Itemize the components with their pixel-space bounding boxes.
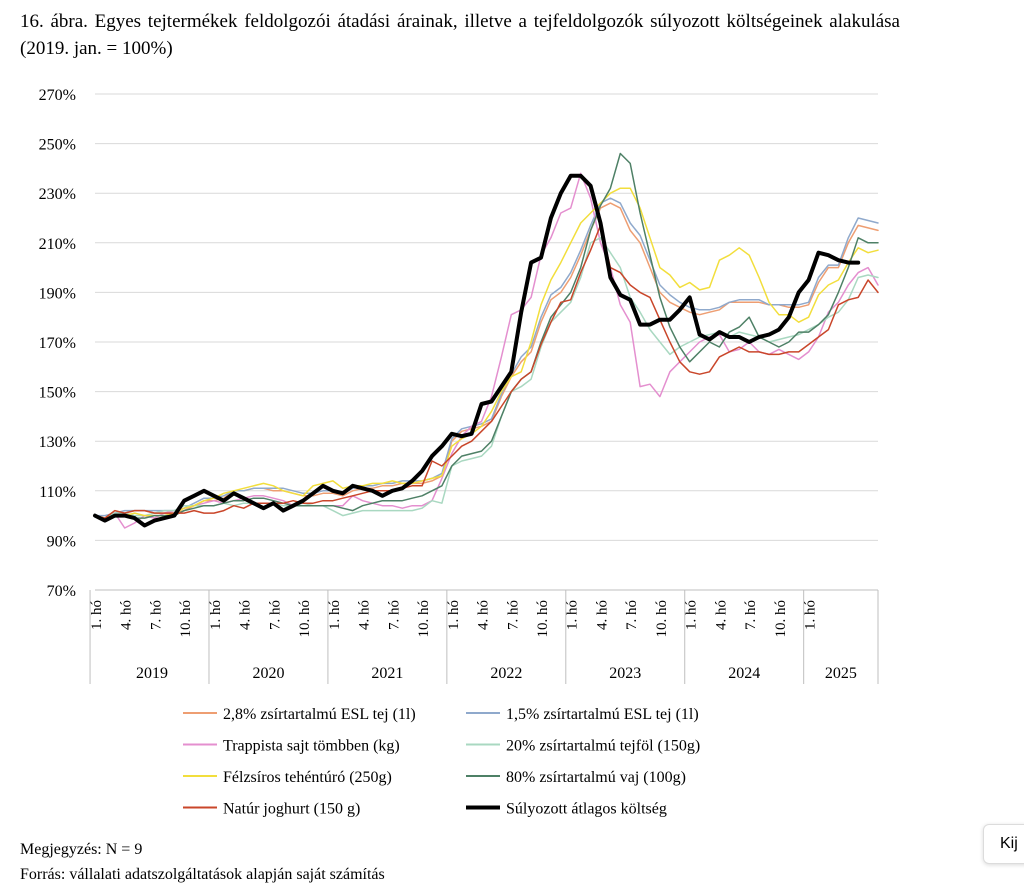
- side-action-button[interactable]: Kij: [983, 824, 1024, 864]
- series-line: [94, 152, 879, 522]
- x-tick-label: 7. hó: [386, 600, 402, 630]
- x-axis: 1. hó 4. hó 7. hó 10. hó 1. hó 4. hó 7. hó 10. …: [89, 589, 879, 684]
- x-tick-label: 10. hó: [535, 600, 551, 638]
- x-tick-label: 4. hó: [594, 600, 610, 630]
- x-tick-label: 7. hó: [624, 600, 640, 630]
- year-label: 2021: [371, 665, 403, 682]
- legend-label: 2,8% zsírtartalmú ESL tej (1l): [223, 706, 416, 723]
- y-tick-label: 210%: [39, 236, 76, 253]
- x-tick-label: 1. hó: [89, 600, 105, 630]
- series-line: [94, 237, 879, 519]
- y-tick-label: 130%: [39, 434, 76, 451]
- note-text: Megjegyzés: N = 9: [20, 841, 143, 858]
- y-tick-label: 150%: [39, 385, 76, 402]
- legend-label: 20% zsírtartalmú tejföl (150g): [506, 738, 700, 755]
- y-tick-label: 270%: [39, 87, 76, 104]
- series-line: [94, 197, 879, 517]
- y-tick-label: 250%: [39, 137, 76, 154]
- year-label: 2022: [490, 665, 522, 682]
- x-tick-label: 7. hó: [267, 600, 283, 630]
- x-tick-label: 1. hó: [565, 600, 581, 630]
- legend-label: Súlyozott átlagos költség: [506, 801, 667, 818]
- series-line: [94, 224, 879, 519]
- x-tick-label: 7. hó: [743, 600, 759, 630]
- series-lines: [93, 152, 879, 529]
- x-tick-label: 7. hó: [148, 600, 164, 630]
- legend-label: Trappista sajt tömbben (kg): [223, 738, 400, 755]
- x-tick-label: 1. hó: [684, 600, 700, 630]
- x-tick-label: 7. hó: [505, 600, 521, 630]
- x-tick-label: 10. hó: [178, 600, 194, 638]
- x-tick-label: 1. hó: [803, 600, 819, 630]
- x-tick-label: 4. hó: [476, 600, 492, 630]
- x-tick-label: 10. hó: [773, 600, 789, 638]
- legend-label: Natúr joghurt (150 g): [223, 801, 360, 818]
- y-tick-label: 190%: [39, 285, 76, 302]
- x-tick-label: 4. hó: [713, 600, 729, 630]
- y-tick-label: 170%: [39, 335, 76, 352]
- series-line: [94, 187, 879, 519]
- figure-caption: 16. ábra. Egyes tejtermékek feldolgozói …: [20, 11, 900, 59]
- series-line: [94, 202, 879, 519]
- y-tick-label: 230%: [39, 186, 76, 203]
- year-label: 2024: [728, 665, 760, 682]
- year-label: 2020: [252, 665, 284, 682]
- series-line: [94, 172, 879, 529]
- year-label: 2025: [825, 665, 857, 682]
- x-tick-label: 10. hó: [297, 600, 313, 638]
- x-tick-label: 10. hó: [654, 600, 670, 638]
- x-tick-label: 10. hó: [416, 600, 432, 638]
- legend-label: 80% zsírtartalmú vaj (100g): [506, 769, 686, 786]
- x-tick-label: 1. hó: [208, 600, 224, 630]
- source-text: Forrás: vállalati adatszolgáltatások ala…: [20, 866, 385, 883]
- year-label: 2019: [136, 665, 168, 682]
- year-label: 2023: [609, 665, 641, 682]
- y-tick-label: 110%: [39, 484, 76, 501]
- legend-label: Félzsíros tehéntúró (250g): [223, 769, 392, 786]
- series-line: [93, 173, 861, 528]
- x-tick-label: 4. hó: [357, 600, 373, 630]
- x-tick-label: 1. hó: [446, 600, 462, 630]
- legend-label: 1,5% zsírtartalmú ESL tej (1l): [506, 706, 699, 723]
- y-tick-label: 90%: [47, 533, 76, 550]
- gridlines: [95, 93, 878, 541]
- y-tick-label: 70%: [47, 583, 76, 600]
- x-tick-label: 4. hó: [238, 600, 254, 630]
- legend: 2,8% zsírtartalmú ESL tej (1l) 1,5% zsírt…: [183, 706, 700, 818]
- y-axis-labels: 70% 90% 110% 130% 150% 170% 190% 210% 230% 250% 27…: [39, 87, 76, 600]
- x-tick-label: 1. hó: [327, 600, 343, 630]
- x-tick-label: 4. hó: [119, 600, 135, 630]
